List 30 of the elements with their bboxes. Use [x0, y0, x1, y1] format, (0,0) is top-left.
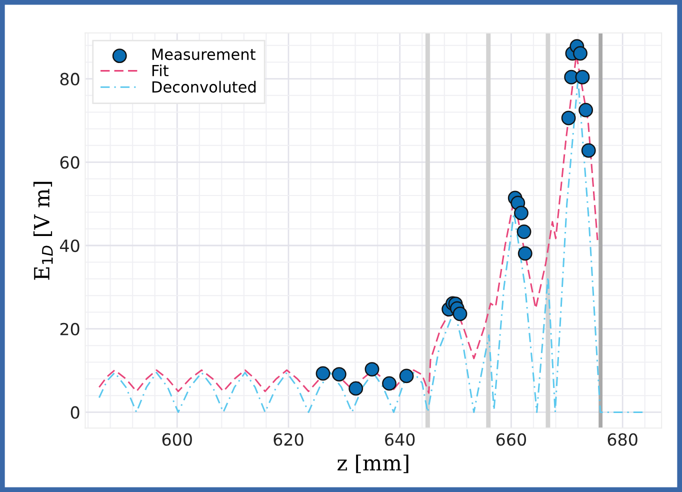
point [514, 206, 528, 220]
point [382, 376, 396, 391]
x-tick-label: 600 [162, 433, 192, 446]
point [575, 70, 590, 84]
point [573, 46, 588, 61]
point [332, 367, 346, 382]
y-axis-title: E$_{1D}$ [V m] [33, 182, 53, 280]
y-tick-label: 0 [70, 406, 80, 419]
y-tick-label: 20 [60, 322, 80, 336]
y-tick-label: 40 [60, 239, 80, 252]
legend-label: Fit [152, 64, 168, 76]
y-tick-label: 80 [60, 72, 80, 86]
point [581, 143, 596, 158]
point [348, 381, 364, 396]
y-tick-label: 60 [60, 156, 80, 169]
x-tick-label: 660 [496, 433, 526, 446]
point [516, 224, 532, 239]
point [518, 246, 532, 261]
point [578, 102, 594, 118]
point [364, 362, 380, 376]
point [399, 368, 414, 384]
legend-label: Deconvoluted [152, 80, 256, 93]
legend-label: Measurement [152, 48, 256, 60]
point [316, 366, 330, 381]
x-tick-label: 620 [274, 433, 304, 446]
x-tick-label: 640 [385, 433, 415, 446]
point [561, 110, 576, 126]
x-axis-title: z [mm] [338, 454, 408, 474]
x-tick-label: 680 [608, 433, 638, 446]
point [452, 306, 468, 322]
